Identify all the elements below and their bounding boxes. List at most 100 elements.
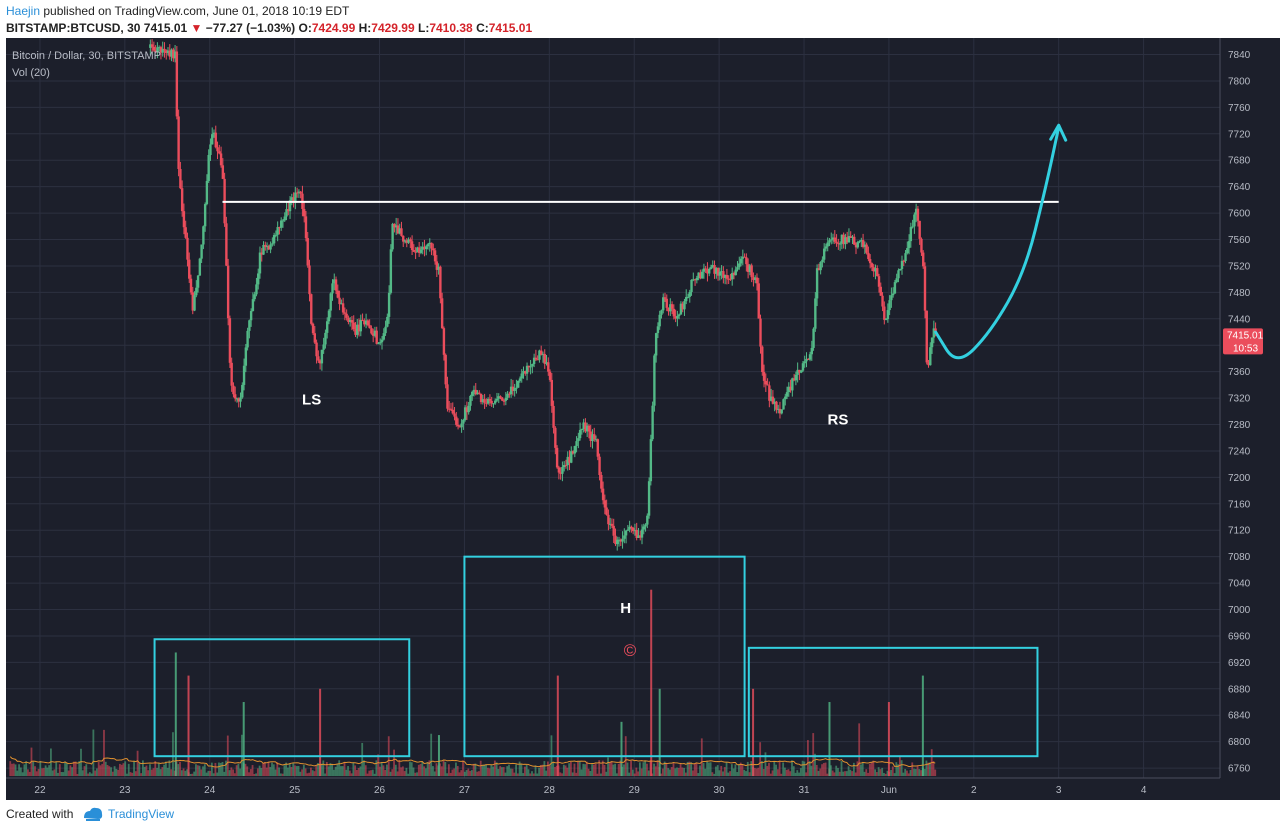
candle-body (734, 269, 737, 276)
candle-body (184, 227, 187, 238)
volume-bar (902, 772, 905, 777)
candle-body (550, 379, 554, 406)
candle-body (159, 47, 163, 53)
candle-body (738, 263, 741, 268)
volume-bar (729, 771, 731, 777)
volume-bar (258, 765, 261, 777)
volume-bar (787, 769, 790, 777)
created-with-text: Created with (6, 807, 74, 821)
volume-bar (357, 767, 360, 777)
chart-area[interactable]: 6760 6800 6840 6880 6920 6960 7000 7040 7080 7120… (6, 38, 1280, 800)
volume-bar (253, 773, 256, 777)
volume-bar (527, 769, 530, 777)
close-label: C: (476, 21, 489, 35)
candle-body (727, 278, 730, 280)
candle-body (658, 314, 661, 327)
volume-bar (120, 764, 123, 777)
candle-body (732, 273, 736, 276)
candle-body (509, 386, 513, 395)
volume-spike (887, 702, 890, 777)
volume-bar (276, 762, 279, 777)
volume-bar (815, 764, 818, 777)
candle-body (149, 44, 152, 48)
candle-body (566, 456, 569, 466)
last-price: 7415.01 (143, 21, 188, 35)
volume-bar (492, 766, 494, 777)
candle-body (930, 337, 934, 348)
candle-body (193, 295, 196, 311)
candle-body (642, 526, 645, 530)
candle-body (539, 350, 543, 355)
candle-body (612, 525, 615, 536)
symbol-legend[interactable]: Bitcoin / Dollar, 30, BITSTAMP (12, 50, 161, 62)
volume-bar (929, 762, 931, 777)
volume-bar (267, 761, 270, 777)
volume-bar (416, 772, 418, 777)
candle-body (403, 240, 407, 242)
volume-bar (202, 766, 204, 777)
volume-bar (88, 772, 91, 777)
tradingview-brand[interactable]: TradingView (108, 807, 175, 821)
candle-body (647, 481, 651, 516)
candle-body (759, 318, 762, 347)
volume-bar (205, 772, 208, 777)
volume-bar (883, 772, 885, 777)
volume-bar (166, 767, 169, 777)
candle-body (317, 356, 320, 361)
candle-body (633, 529, 637, 532)
price-tick-label: 7680 (1228, 156, 1251, 167)
candle-body (651, 405, 654, 440)
volume-bar (264, 762, 266, 777)
volume-bar (821, 764, 823, 777)
volume-bar (198, 765, 201, 777)
volume-bar (428, 760, 431, 777)
candle-body (628, 526, 631, 530)
author-link[interactable]: Haejin (6, 4, 41, 18)
volume-bar (796, 770, 799, 777)
candle-body (490, 400, 493, 404)
volume-bar (676, 767, 678, 777)
candle-body (350, 320, 354, 323)
volume-bar (456, 766, 459, 777)
volume-bar (927, 762, 930, 777)
candle-body (672, 308, 676, 317)
candle-body (845, 237, 849, 243)
volume-bar (60, 771, 63, 777)
time-axis-panel[interactable] (6, 778, 1280, 800)
candle-body (865, 244, 868, 253)
candle-body (720, 271, 723, 273)
volume-bar (278, 767, 280, 777)
candle-body (253, 294, 256, 300)
volume-bar (594, 763, 597, 777)
volume-bar (738, 764, 740, 777)
high-value: 7429.99 (371, 21, 415, 35)
price-axis-panel[interactable] (1220, 38, 1280, 778)
volume-bar (591, 764, 594, 777)
volume-bar (53, 769, 56, 777)
volume-legend[interactable]: Vol (20) (12, 67, 50, 79)
volume-bar (554, 766, 556, 777)
volume-bar (221, 762, 224, 777)
tradingview-logo-icon[interactable] (82, 805, 104, 823)
volume-bar (285, 762, 288, 777)
price-tick-label: 7840 (1228, 50, 1251, 61)
volume-bar (562, 764, 565, 777)
time-tick-label: 4 (1141, 785, 1147, 796)
price-chart[interactable]: 6760 6800 6840 6880 6920 6960 7000 7040 7080 7120… (6, 38, 1280, 800)
price-badge: 7415.01 10:53 (1223, 328, 1264, 355)
price-tick-label: 7240 (1228, 446, 1251, 457)
volume-bar (168, 760, 171, 777)
candle-body (706, 269, 709, 274)
volume-bar (14, 764, 17, 777)
volume-bar (74, 761, 77, 777)
volume-bar (789, 771, 792, 777)
candle-body (377, 343, 380, 345)
candle-body (524, 371, 527, 374)
volume-bar (470, 770, 473, 777)
volume-bar (584, 764, 586, 777)
volume-bar (702, 762, 705, 777)
candle-body (541, 353, 545, 355)
candle-body (241, 384, 244, 398)
candle-body (336, 290, 339, 298)
volume-bar (743, 769, 746, 777)
